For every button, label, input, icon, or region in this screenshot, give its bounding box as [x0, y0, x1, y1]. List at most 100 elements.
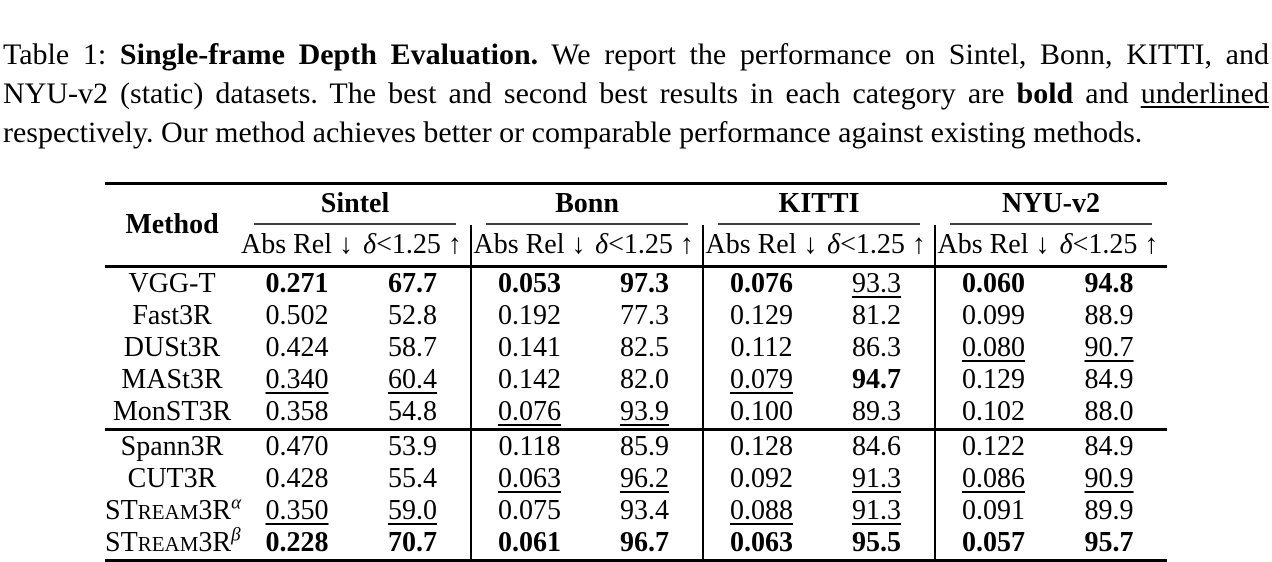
metric-value: 0.129	[934, 364, 1052, 396]
metric-value: 0.358	[265, 396, 329, 427]
down-arrow-icon: ↓	[571, 228, 586, 260]
metric-value: 0.112	[702, 332, 820, 364]
metric-value: 95.5	[852, 527, 902, 558]
up-arrow-icon: ↑	[911, 228, 926, 260]
metric-value: 0.063	[470, 463, 587, 495]
table-row-dust3r: DUSt3R 0.424 58.7 0.141 82.5 0.112 86.3 …	[105, 332, 1167, 364]
results-table: Method Sintel Bonn KITTI NYU-v2 Abs Rel …	[105, 182, 1168, 562]
method-name: STream3Rβ	[105, 524, 241, 558]
metric-value: 67.7	[388, 268, 437, 299]
group-header-kitti: KITTI	[703, 184, 935, 225]
up-arrow-icon: ↑	[1144, 228, 1159, 260]
superscript-alpha: α	[231, 492, 242, 514]
table-row-fast3r: Fast3R 0.502 52.8 0.192 77.3 0.129 81.2 …	[105, 300, 1167, 332]
metric-value: 0.053	[470, 266, 587, 300]
method-name: Spann3R	[105, 428, 239, 463]
group-header-nyuv2: NYU-v2	[935, 184, 1167, 225]
caption-label: Table 1:	[3, 38, 120, 71]
method-name: MonST3R	[112, 396, 232, 427]
caption-title: Single-frame Depth Evaluation.	[119, 38, 539, 71]
down-arrow-icon: ↓	[339, 228, 353, 260]
table-caption: Table 1: Single-frame Depth Evaluation. …	[0, 30, 1272, 152]
caption-and: and	[1073, 77, 1141, 110]
metric-value: 93.9	[620, 396, 669, 427]
caption-bold-word: bold	[1016, 77, 1074, 110]
method-name: Fast3R	[132, 300, 212, 331]
metric-value: 0.142	[470, 364, 587, 396]
metric-header-row: Abs Rel ↓ δ<1.25 ↑ Abs Rel ↓ δ<1.25 ↑ Ab…	[105, 224, 1168, 268]
metric-value: 94.7	[852, 364, 902, 395]
results-table-container: Method Sintel Bonn KITTI NYU-v2 Abs Rel …	[105, 182, 1272, 562]
method-name: VGG-T	[128, 268, 216, 299]
col-header-absrel: Abs Rel ↓	[934, 224, 1052, 268]
metric-value: 86.3	[852, 332, 902, 363]
metric-value: 0.063	[702, 527, 820, 561]
col-header-delta: δ<1.25 ↑	[355, 224, 471, 268]
metric-value: 59.0	[388, 495, 437, 526]
col-header-absrel: Abs Rel ↓	[702, 224, 820, 268]
metric-value: 0.088	[702, 495, 820, 527]
table-row-stream3r-beta: STream3Rβ 0.228 70.7 0.061 96.7 0.063 95…	[105, 524, 1167, 561]
table-row-spann3r: Spann3R 0.470 53.9 0.118 85.9 0.128 84.6…	[105, 428, 1168, 463]
method-name: MASt3R	[121, 364, 223, 395]
table-row-vggt: VGG-T 0.271 67.7 0.053 97.3 0.076 93.3 0…	[105, 266, 1167, 300]
metric-value: 0.122	[934, 428, 1052, 463]
metric-value: 0.141	[470, 332, 587, 364]
metric-value: 0.075	[470, 495, 587, 527]
metric-value: 0.102	[934, 396, 1052, 430]
col-header-delta: δ<1.25 ↑	[819, 224, 936, 268]
metric-value: 0.079	[702, 364, 820, 396]
metric-value: 0.128	[702, 428, 820, 463]
group-header-sintel: Sintel	[239, 184, 471, 225]
metric-value: 77.3	[620, 300, 669, 331]
metric-value: 0.228	[265, 527, 329, 558]
metric-value: 52.8	[388, 300, 437, 331]
down-arrow-icon: ↓	[803, 228, 818, 260]
superscript-beta: β	[231, 524, 241, 546]
up-arrow-icon: ↑	[679, 228, 694, 260]
metric-value: 0.350	[265, 495, 329, 526]
metric-value: 89.9	[1084, 495, 1134, 526]
metric-value: 0.080	[934, 332, 1052, 364]
table-header: Method Sintel Bonn KITTI NYU-v2 Abs Rel …	[105, 183, 1168, 268]
method-name: CUT3R	[127, 463, 217, 494]
metric-value: 0.424	[265, 332, 329, 363]
metric-value: 82.5	[620, 332, 669, 363]
table-row-cut3r: CUT3R 0.428 55.4 0.063 96.2 0.092 91.3 0…	[105, 463, 1167, 495]
metric-value: 85.9	[587, 428, 704, 463]
metric-value: 81.2	[852, 300, 902, 331]
metric-value: 0.076	[470, 396, 587, 430]
group-header-row: Method Sintel Bonn KITTI NYU-v2	[105, 183, 1167, 268]
metric-value: 88.9	[1084, 300, 1134, 331]
metric-value: 54.8	[388, 396, 437, 427]
metric-value: 90.9	[1084, 463, 1134, 494]
metric-value: 91.3	[852, 495, 902, 526]
metric-value: 0.502	[265, 300, 329, 331]
metric-value: 91.3	[852, 463, 902, 494]
metric-value: 60.4	[388, 364, 437, 395]
caption-underlined-word: underlined	[1140, 77, 1269, 110]
metric-value: 95.7	[1084, 527, 1134, 558]
metric-value: 0.086	[934, 463, 1052, 495]
caption-body-1: We report the performance on Sintel, Bon…	[3, 38, 1270, 110]
metric-value: 0.129	[702, 300, 820, 332]
col-header-delta: δ<1.25 ↑	[587, 224, 704, 268]
metric-value: 55.4	[388, 463, 437, 494]
table-row-monst3r: MonST3R 0.358 54.8 0.076 93.9 0.100 89.3…	[105, 396, 1167, 430]
metric-value: 0.271	[265, 268, 329, 299]
metric-value: 89.3	[852, 396, 902, 427]
metric-value: 0.061	[470, 527, 587, 561]
metric-value: 88.0	[1084, 396, 1134, 427]
metric-value: 70.7	[388, 527, 437, 558]
metric-value: 58.7	[388, 332, 437, 363]
metric-value: 90.7	[1084, 332, 1134, 363]
metric-value: 0.428	[265, 463, 329, 494]
metric-value: 0.470	[239, 428, 355, 463]
metric-value: 0.340	[265, 364, 329, 395]
col-header-absrel: Abs Rel ↓	[239, 224, 355, 268]
metric-value: 96.2	[620, 463, 669, 494]
method-name: DUSt3R	[123, 332, 221, 363]
metric-value: 84.9	[1051, 428, 1168, 463]
col-header-delta: δ<1.25 ↑	[1051, 224, 1168, 268]
metric-value: 0.060	[934, 266, 1052, 300]
